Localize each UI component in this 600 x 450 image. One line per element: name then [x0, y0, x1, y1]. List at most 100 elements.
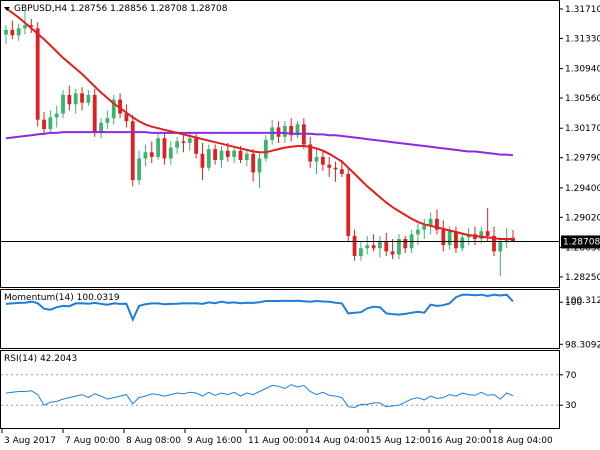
candle-body — [257, 158, 262, 173]
candle-body — [397, 238, 401, 255]
rsi-tick-label: 70 — [565, 371, 577, 381]
candle-body — [251, 153, 256, 173]
candle-body — [441, 229, 446, 246]
time-tick-label: 3 Aug 2017 — [4, 436, 56, 446]
price-tick-label: 1.31330 — [565, 34, 600, 44]
price-tick-label: 1.29020 — [565, 213, 600, 223]
candle-body — [111, 99, 116, 119]
candle-body — [162, 138, 167, 159]
candle-body — [10, 29, 15, 36]
candle-body — [352, 235, 357, 257]
rsi-title: RSI(14) 42.2043 — [4, 354, 77, 364]
candle-body — [35, 28, 40, 120]
candle-body — [23, 25, 27, 29]
candle-body — [143, 152, 148, 159]
candle-body — [289, 125, 294, 136]
rsi-tick-label: 30 — [565, 401, 577, 411]
candle-body — [48, 117, 53, 130]
price-tick-label: 1.29400 — [565, 184, 600, 194]
price-tick-label: 1.30940 — [565, 65, 600, 75]
fast-moving-average-line — [5, 7, 513, 240]
price-tick-label: 1.28630 — [565, 244, 600, 254]
candle-body — [498, 242, 503, 252]
candle-body — [92, 94, 97, 133]
candle-body — [181, 141, 186, 143]
chart-title: GBPUSD,H4 1.28756 1.28856 1.28708 1.2870… — [14, 4, 228, 14]
time-tick-label: 9 Aug 16:00 — [187, 436, 242, 446]
candle-body — [403, 238, 408, 249]
rsi-line — [5, 384, 514, 409]
candle-body — [137, 158, 141, 181]
candle-body — [219, 150, 224, 160]
candle-body — [105, 118, 110, 123]
time-tick-label: 16 Aug 20:00 — [431, 436, 492, 446]
momentum-tick-label: 98.3092 — [565, 340, 600, 350]
time-tick-label: 18 Aug 04:00 — [492, 436, 553, 446]
rsi-axis: 70 30 — [1, 371, 577, 411]
candle-body — [156, 138, 161, 157]
rsi-panel-frame — [0, 350, 560, 429]
candlestick-series — [4, 11, 515, 277]
candle-body — [308, 144, 313, 162]
candle-body — [244, 153, 249, 160]
price-tick-label: 1.29790 — [565, 154, 600, 164]
candle-body — [339, 169, 344, 174]
candle-body — [149, 152, 154, 157]
candle-body — [422, 225, 427, 230]
price-tick-label: 1.30560 — [565, 94, 600, 104]
time-tick-label: 14 Aug 04:00 — [309, 436, 370, 446]
candle-body — [320, 156, 325, 165]
candle-body — [54, 113, 59, 118]
candle-body — [295, 124, 300, 136]
price-tick-label: 1.28250 — [565, 273, 600, 283]
current-price-tag: 1.28708 — [561, 235, 600, 249]
candle-body — [200, 153, 205, 168]
momentum-current-label: 100.3127 — [565, 296, 600, 306]
candle-body — [99, 122, 103, 133]
candle-body — [118, 99, 122, 114]
candle-body — [346, 173, 351, 236]
candle-body — [16, 28, 21, 36]
price-tick-label: 1.30170 — [565, 124, 600, 134]
time-tick-label: 11 Aug 00:00 — [248, 436, 309, 446]
time-tick-label: 8 Aug 08:00 — [126, 436, 181, 446]
price-axis: 1.31710 1.31330 1.30940 1.30560 1.30170 1.297… — [559, 5, 600, 283]
candle-body — [365, 245, 370, 249]
candle-body — [327, 164, 332, 168]
price-panel-frame — [0, 0, 560, 288]
candle-body — [479, 231, 484, 239]
candle-body — [80, 93, 84, 103]
symbol-dropdown-icon[interactable] — [4, 7, 10, 11]
momentum-panel-frame — [0, 289, 560, 349]
candle-body — [168, 147, 173, 159]
candle-body — [73, 93, 78, 105]
candle-body — [416, 229, 420, 235]
candle-body — [86, 94, 91, 103]
candle-body — [447, 231, 452, 246]
candle-body — [460, 237, 465, 249]
candle-body — [378, 242, 382, 249]
candle-body — [454, 231, 458, 249]
time-axis: 3 Aug 2017 7 Aug 00:00 8 Aug 08:00 9 Aug 16… — [1, 429, 553, 446]
candle-body — [492, 235, 496, 252]
candle-body — [61, 94, 65, 114]
candle-body — [213, 149, 218, 160]
candle-body — [371, 245, 376, 249]
candle-body — [130, 121, 135, 181]
current-price-label: 1.28708 — [563, 237, 600, 247]
candle-body — [263, 139, 268, 159]
candle-body — [238, 150, 243, 160]
candle-body — [4, 29, 8, 35]
candle-body — [384, 242, 389, 252]
candle-body — [333, 167, 338, 170]
candle-body — [124, 113, 129, 122]
candle-body — [390, 251, 395, 255]
candle-body — [232, 150, 237, 157]
candle-body — [428, 218, 433, 226]
time-tick-label: 7 Aug 00:00 — [65, 436, 120, 446]
candle-body — [314, 156, 319, 162]
momentum-tick-label: 100 — [565, 298, 582, 308]
momentum-line — [5, 293, 514, 323]
candle-body — [187, 138, 192, 143]
